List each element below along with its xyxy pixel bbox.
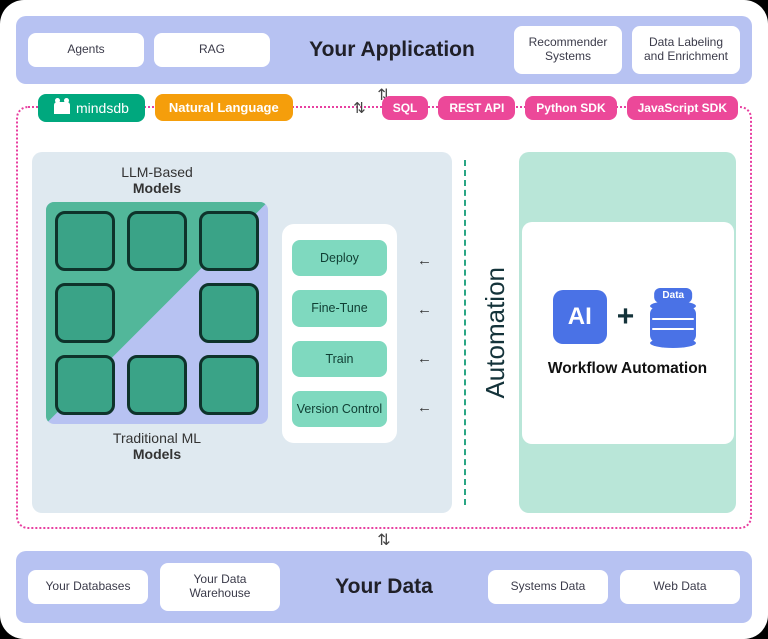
bottom-chip-systems: Systems Data bbox=[488, 570, 608, 604]
diagram-root: Agents RAG Your Application Recommender … bbox=[0, 0, 768, 639]
top-chip-labeling: Data Labeling and Enrichment bbox=[632, 26, 740, 74]
models-grid-column: LLM-Based Models Traditional ML Models bbox=[46, 164, 268, 504]
model-cell bbox=[55, 211, 115, 271]
trad-label: Traditional ML Models bbox=[46, 430, 268, 462]
models-grid bbox=[46, 202, 268, 424]
ai-icon: AI bbox=[553, 290, 607, 344]
top-application-bar: Agents RAG Your Application Recommender … bbox=[16, 16, 752, 84]
arrow-left-icon: ← bbox=[417, 252, 432, 269]
action-finetune: Fine-Tune bbox=[292, 290, 387, 326]
middle-panel: mindsdb Natural Language ⇅ SQL REST API … bbox=[16, 106, 752, 530]
top-chip-recommender: Recommender Systems bbox=[514, 26, 622, 74]
top-title: Your Application bbox=[280, 38, 504, 62]
database-icon: Data bbox=[644, 288, 702, 346]
trad-label-l2: Models bbox=[46, 446, 268, 462]
bottom-chip-db: Your Databases bbox=[28, 570, 148, 604]
bottom-data-bar: Your Databases Your Data Warehouse Your … bbox=[16, 551, 752, 623]
tag-row: mindsdb Natural Language ⇅ SQL REST API … bbox=[38, 94, 738, 122]
natural-language-pill: Natural Language bbox=[155, 94, 293, 121]
top-chip-agents: Agents bbox=[28, 33, 144, 67]
workflow-card: AI + Data Workflow Automation bbox=[522, 222, 734, 444]
brand-pill: mindsdb bbox=[38, 94, 145, 122]
pill-rest: REST API bbox=[438, 96, 515, 120]
model-cell bbox=[199, 211, 259, 271]
bottom-chip-warehouse: Your Data Warehouse bbox=[160, 563, 280, 611]
arrows-column: ← ← ← ← bbox=[411, 164, 438, 504]
action-train: Train bbox=[292, 341, 387, 377]
action-deploy: Deploy bbox=[292, 240, 387, 276]
vertical-divider bbox=[464, 160, 466, 506]
arrow-left-icon: ← bbox=[417, 350, 432, 367]
arrow-left-icon: ← bbox=[417, 399, 432, 416]
model-cell bbox=[127, 211, 187, 271]
arrow-bottom-icon: ⇅ bbox=[16, 529, 752, 551]
brand-text: mindsdb bbox=[76, 100, 129, 116]
trad-label-l1: Traditional ML bbox=[113, 430, 201, 446]
model-cell bbox=[55, 355, 115, 415]
bottom-chip-web: Web Data bbox=[620, 570, 740, 604]
workflow-panel: AI + Data Workflow Automation bbox=[519, 152, 736, 514]
automation-label: Automation bbox=[478, 267, 513, 399]
llm-label-l2: Models bbox=[46, 180, 268, 196]
mindsdb-logo-icon bbox=[54, 102, 70, 114]
model-cell bbox=[127, 355, 187, 415]
actions-card: Deploy Fine-Tune Train Version Control bbox=[282, 224, 397, 444]
top-title-text: Your Application bbox=[309, 38, 475, 61]
models-panel: LLM-Based Models Traditional ML Models D… bbox=[32, 152, 452, 514]
bottom-title: Your Data bbox=[292, 575, 476, 599]
workflow-title: Workflow Automation bbox=[548, 360, 707, 378]
top-chip-rag: RAG bbox=[154, 33, 270, 67]
llm-label-l1: LLM-Based bbox=[121, 164, 193, 180]
pill-js: JavaScript SDK bbox=[627, 96, 738, 120]
pill-sql: SQL bbox=[382, 96, 429, 120]
llm-label: LLM-Based Models bbox=[46, 164, 268, 196]
pill-python: Python SDK bbox=[525, 96, 616, 120]
workflow-row: AI + Data bbox=[553, 288, 703, 346]
model-cell bbox=[55, 283, 115, 343]
action-version: Version Control bbox=[292, 391, 387, 427]
data-tag: Data bbox=[654, 288, 692, 303]
model-cell bbox=[199, 283, 259, 343]
plus-icon: + bbox=[617, 300, 635, 334]
model-cell bbox=[199, 355, 259, 415]
arrow-left-icon: ← bbox=[417, 301, 432, 318]
arrow-mini-icon: ⇅ bbox=[347, 99, 372, 117]
